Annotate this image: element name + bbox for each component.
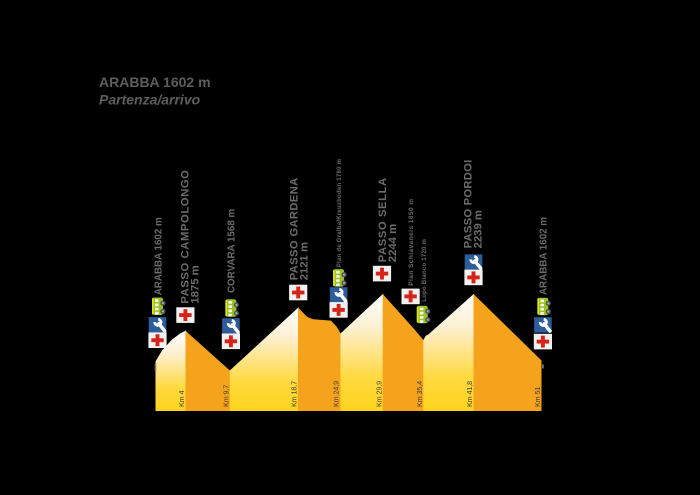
svg-text:PASSO SELLA: PASSO SELLA [377, 177, 389, 262]
svg-text:ARABBA 1602 m: ARABBA 1602 m [153, 217, 164, 295]
svg-text:Km 18,7: Km 18,7 [290, 381, 299, 407]
svg-text:ARABBA 1602 m: ARABBA 1602 m [539, 217, 550, 295]
svg-text:2244 m: 2244 m [387, 224, 399, 262]
svg-text:Km 24,9: Km 24,9 [332, 381, 341, 407]
svg-text:CORVARA 1568 m: CORVARA 1568 m [227, 209, 238, 293]
svg-text:1875 m: 1875 m [190, 265, 202, 303]
svg-text:Plan de Gralba/Kreuzboden 1780: Plan de Gralba/Kreuzboden 1780 m [337, 159, 343, 267]
svg-text:Pian Schiavaneis 1850 m: Pian Schiavaneis 1850 m [408, 198, 415, 285]
svg-text:PASSO PORDOI: PASSO PORDOI [463, 160, 475, 249]
svg-text:Km 35,4: Km 35,4 [415, 381, 424, 407]
svg-text:Km 4: Km 4 [177, 391, 186, 407]
svg-text:PASSO CAMPOLONGO: PASSO CAMPOLONGO [179, 169, 191, 303]
svg-text:Partenza/arrivo: Partenza/arrivo [99, 92, 201, 108]
svg-text:Km 51: Km 51 [533, 387, 542, 407]
svg-text:Km 9,7: Km 9,7 [222, 385, 231, 407]
svg-text:PASSO GARDENA: PASSO GARDENA [288, 177, 300, 280]
svg-text:ARABBA 1602 m: ARABBA 1602 m [99, 74, 211, 90]
svg-text:Km 29,9: Km 29,9 [375, 381, 384, 407]
svg-text:2121 m: 2121 m [299, 242, 311, 280]
svg-text:2239 m: 2239 m [473, 210, 485, 248]
svg-text:Km 41,8: Km 41,8 [465, 381, 474, 407]
svg-text:Lupo Bianco 1720 m: Lupo Bianco 1720 m [422, 239, 428, 302]
